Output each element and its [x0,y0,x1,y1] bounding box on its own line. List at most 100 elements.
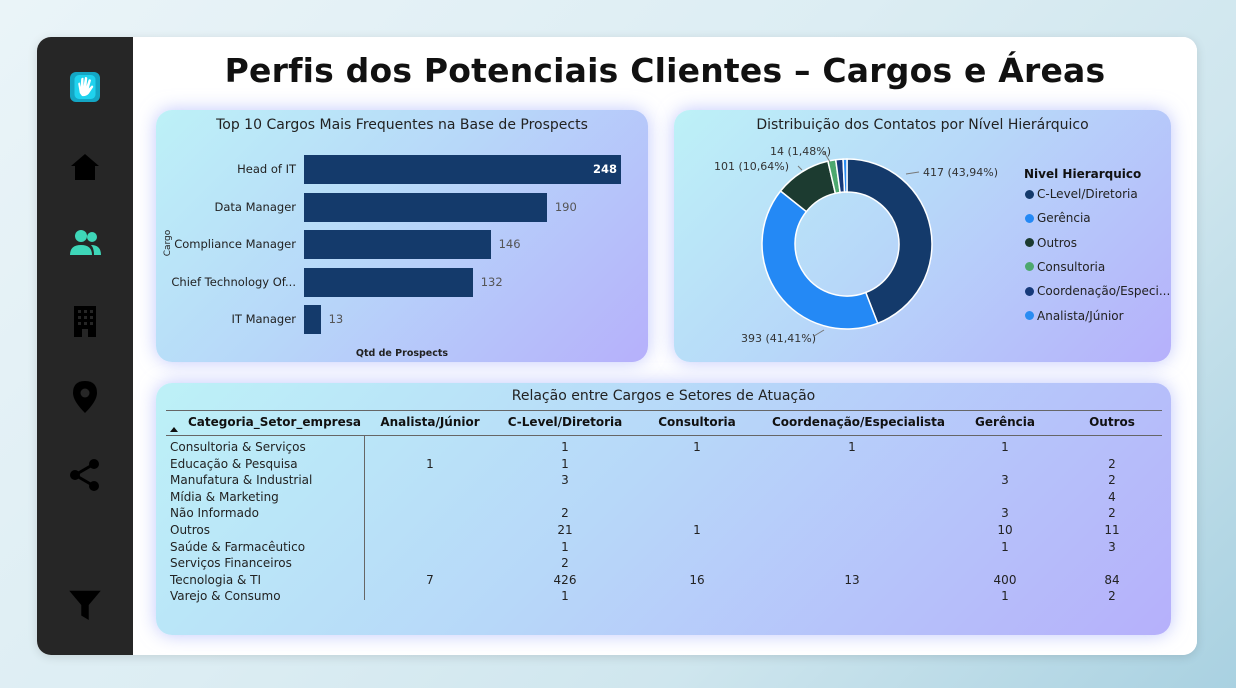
matrix-column-header[interactable]: C-Level/Diretoria [507,415,623,429]
donut-slice[interactable] [761,189,879,330]
matrix-cell[interactable]: 1 [426,456,434,471]
share-icon[interactable] [65,455,105,495]
filter-icon[interactable] [61,581,109,629]
bar-value-label: 132 [480,274,503,289]
matrix-card[interactable]: Relação entre Cargos e Setores de Atuaçã… [156,383,1171,635]
legend-label: Consultoria [1037,259,1106,274]
matrix-row-label[interactable]: Consultoria & Serviços [170,440,306,454]
matrix-cell[interactable]: 3 [1001,506,1009,521]
matrix-row-label[interactable]: Não Informado [170,506,259,521]
matrix-cell[interactable]: 84 [1104,572,1120,587]
dashboard-frame: Perfis dos Potenciais Clientes – Cargos … [37,37,1197,655]
matrix-cell[interactable]: 4 [1108,489,1116,504]
page-title: Perfis dos Potenciais Clientes – Cargos … [224,51,1106,90]
location-pin-icon[interactable] [65,377,105,417]
matrix-cell[interactable]: 1 [1001,589,1009,604]
bar-category-label: Head of IT [237,162,296,176]
bar-chart-x-axis-label: Qtd de Prospects [355,348,449,359]
matrix-cell[interactable]: 2 [561,556,569,571]
matrix-cell[interactable]: 2 [1108,506,1116,521]
matrix-row-label[interactable]: Tecnologia & TI [170,572,262,587]
matrix-cell[interactable]: 3 [561,473,569,488]
matrix-column-header[interactable]: Outros [1089,415,1135,429]
matrix-cell[interactable]: 1 [561,456,569,471]
matrix-top-rule [166,410,1162,411]
matrix-cell[interactable]: 1 [693,440,701,454]
legend-item[interactable]: C-Level/Diretoria [1025,187,1138,201]
matrix-cell[interactable]: 1 [1001,440,1009,454]
legend-item[interactable]: Analista/Júnior [1025,309,1124,323]
matrix-cell[interactable]: 10 [997,523,1013,537]
people-icon[interactable] [65,223,105,263]
legend-item[interactable]: Consultoria [1025,260,1105,274]
hand-logo-icon[interactable] [61,63,109,111]
matrix-cell[interactable]: 426 [553,572,577,587]
matrix-row-label[interactable]: Mídia & Marketing [170,489,279,504]
matrix-cell[interactable]: 2 [1108,589,1116,604]
matrix-row-header-divider [364,435,365,600]
donut-legend-title: Nivel Hierarquico [1024,167,1142,181]
matrix-row-label[interactable]: Serviços Financeiros [170,556,292,571]
legend-swatch [1025,213,1034,223]
matrix-cell[interactable]: 16 [689,572,705,587]
legend-swatch [1025,238,1034,248]
matrix-cell[interactable]: 2 [1108,473,1116,488]
donut-leader-line [905,171,920,175]
home-icon[interactable] [65,147,105,187]
matrix-cell[interactable]: 21 [557,523,573,537]
matrix-column-header[interactable]: Gerência [975,415,1035,429]
bar-value-label: 146 [498,237,521,251]
legend-item[interactable]: Outros [1025,236,1077,250]
bar-chart-card[interactable]: Top 10 Cargos Mais Frequentes na Base de… [156,110,648,362]
bar-rect[interactable] [304,305,321,334]
legend-swatch [1025,189,1034,199]
donut-leader-line [813,329,825,337]
bar-category-label: Chief Technology Of... [171,274,296,289]
matrix-cell[interactable]: 3 [1001,473,1009,488]
matrix-row-label[interactable]: Outros [170,523,211,537]
donut-label-consultoria: 14 (1,48%) [770,145,832,158]
matrix-cell[interactable]: 13 [844,572,860,587]
matrix-cell[interactable]: 2 [561,506,569,521]
donut-slice[interactable] [842,158,848,193]
matrix-cell[interactable]: 11 [1104,523,1120,537]
matrix-cell[interactable]: 1 [848,440,856,454]
donut-leader-line [823,151,831,163]
matrix-column-header[interactable]: Analista/Júnior [380,415,480,429]
bar-category-label: Compliance Manager [174,237,296,251]
matrix-row-label[interactable]: Saúde & Farmacêutico [170,539,306,554]
matrix-cell[interactable]: 1 [561,589,569,604]
bar-rect[interactable] [304,267,473,297]
bar-rect[interactable] [304,155,621,184]
matrix-cell[interactable]: 400 [993,572,1017,587]
legend-item[interactable]: Gerência [1025,211,1091,225]
legend-item[interactable]: Coordenação/Especi... [1025,284,1170,298]
matrix-column-header[interactable]: Coordenação/Especialista [772,415,946,429]
matrix-header-rule [166,435,1162,436]
bar-category-label: Data Manager [214,199,296,214]
matrix-cell[interactable]: 1 [561,440,569,454]
sort-ascending-icon[interactable] [170,427,178,432]
matrix-cell[interactable]: 1 [693,523,701,537]
matrix-cell[interactable]: 1 [1001,539,1009,554]
matrix-cell[interactable]: 3 [1108,539,1116,554]
donut-label-gerencia: 393 (41,41%) [741,332,817,345]
bar-rect[interactable] [304,192,547,222]
matrix-row-label[interactable]: Educação & Pesquisa [170,456,298,471]
matrix-cell[interactable]: 1 [561,539,569,554]
donut-slice[interactable] [846,158,933,325]
matrix-row-header[interactable]: Categoria_Setor_empresa [188,415,361,429]
building-icon[interactable] [65,301,105,341]
sidebar [37,37,133,655]
matrix-cell[interactable]: 2 [1108,456,1116,471]
matrix-row-label[interactable]: Varejo & Consumo [170,589,281,604]
bar-rect[interactable] [304,230,491,259]
donut-chart-card[interactable]: Distribuição dos Contatos por Nível Hier… [674,110,1171,362]
matrix-row-label[interactable]: Manufatura & Industrial [170,473,313,488]
legend-swatch [1025,311,1034,320]
bar-value-label: 248 [593,162,618,176]
legend-label: Outros [1037,235,1078,250]
bar-category-label: IT Manager [231,312,296,326]
matrix-column-header[interactable]: Consultoria [658,415,736,429]
matrix-cell[interactable]: 7 [426,572,434,587]
